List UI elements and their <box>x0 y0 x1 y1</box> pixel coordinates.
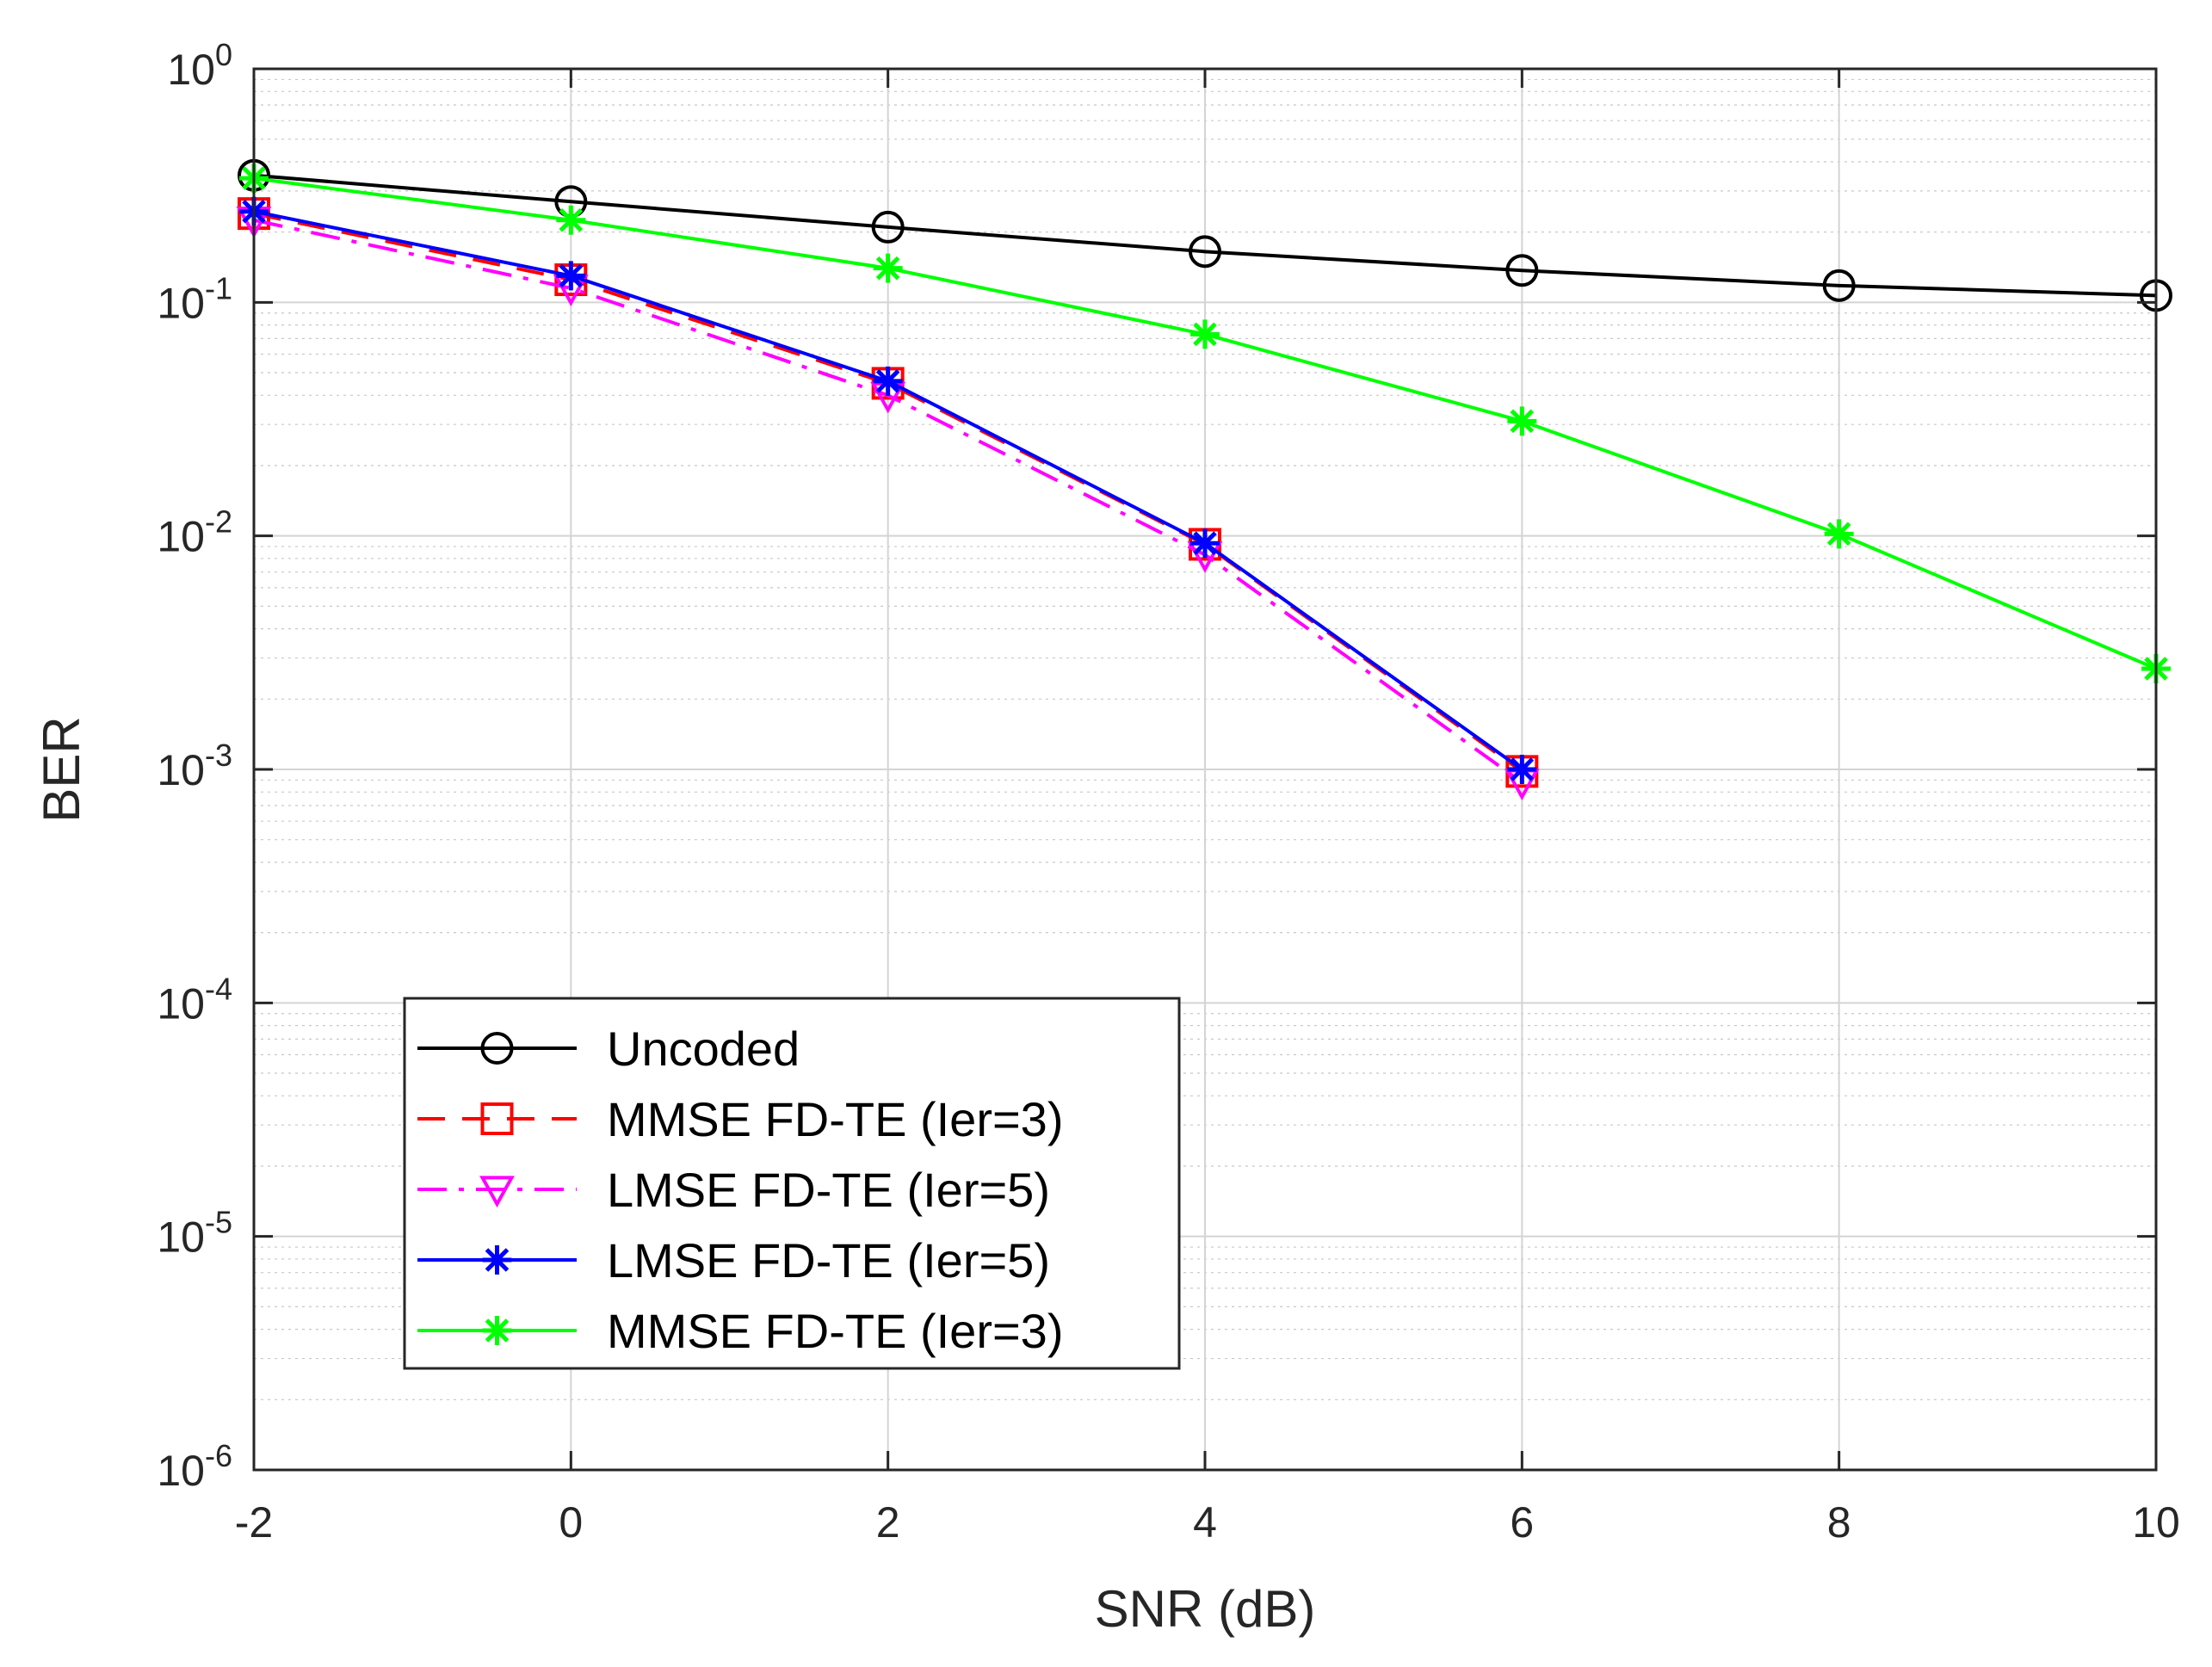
data-point <box>1507 755 1537 784</box>
legend-entry-2: MMSE FD-TE (Ier=3) <box>417 1092 1063 1146</box>
legend-marker <box>480 1032 514 1065</box>
legend-marker <box>482 1316 512 1345</box>
data-point <box>1824 519 1854 549</box>
series-line <box>253 173 2157 298</box>
x-tick-label: 4 <box>1193 1498 1217 1547</box>
legend-marker <box>480 1102 514 1135</box>
legend-box <box>403 997 1181 1370</box>
x-tick-label: 0 <box>559 1498 583 1547</box>
y-tick-label: 10-5 <box>157 1205 232 1262</box>
y-tick-label: 10-6 <box>157 1438 232 1495</box>
legend-label: MMSE FD-TE (Ier=3) <box>607 1304 1063 1358</box>
y-tick-label: 10-3 <box>157 738 232 794</box>
data-point <box>1189 235 1221 269</box>
legend-entry-4: LMSE FD-TE (Ier=5) <box>417 1233 1050 1287</box>
x-tick-label: 2 <box>876 1498 900 1547</box>
legend-label: LMSE FD-TE (Ier=5) <box>607 1233 1050 1287</box>
y-tick-label: 10-1 <box>157 270 232 327</box>
data-point <box>1505 254 1539 287</box>
x-tick-label: 6 <box>1510 1498 1534 1547</box>
data-point <box>556 205 586 235</box>
data-point <box>871 210 905 244</box>
x-axis-label: SNR (dB) <box>1095 1580 1316 1638</box>
x-tick-label: 8 <box>1827 1498 1851 1547</box>
y-axis-label: BER <box>33 716 90 822</box>
legend-entry-5: MMSE FD-TE (Ier=3) <box>417 1304 1063 1358</box>
legend-entry-1: Uncoded <box>417 1022 800 1076</box>
legend-label: Uncoded <box>607 1022 800 1076</box>
legend-marker <box>479 1176 515 1208</box>
data-point <box>1822 269 1856 302</box>
data-point <box>1190 528 1220 559</box>
y-tick-label: 100 <box>167 37 232 94</box>
data-point <box>873 366 903 396</box>
data-point <box>1190 319 1220 349</box>
x-tick-label: 10 <box>2132 1498 2180 1547</box>
legend-label: MMSE FD-TE (Ier=3) <box>607 1092 1063 1146</box>
legend-entry-3: LMSE FD-TE (Ier=5) <box>417 1163 1050 1217</box>
data-point <box>873 253 903 283</box>
x-tick-label: -2 <box>235 1498 273 1547</box>
y-tick-label: 10-4 <box>157 971 232 1028</box>
axis-ticks: -2 0 2 4 6 8 10 100 10-1 10-2 10-3 10-4 10-5 10-6 <box>157 37 2179 1547</box>
y-tick-label: 10-2 <box>157 504 232 561</box>
data-point <box>556 261 586 291</box>
legend: Uncoded MMSE FD-TE (Ier=3) LMSE FD-TE (Ier… <box>403 997 1181 1370</box>
legend-marker <box>482 1245 512 1275</box>
data-point <box>1507 406 1537 436</box>
series-lines <box>236 158 2172 801</box>
legend-label: LMSE FD-TE (Ier=5) <box>607 1163 1050 1217</box>
